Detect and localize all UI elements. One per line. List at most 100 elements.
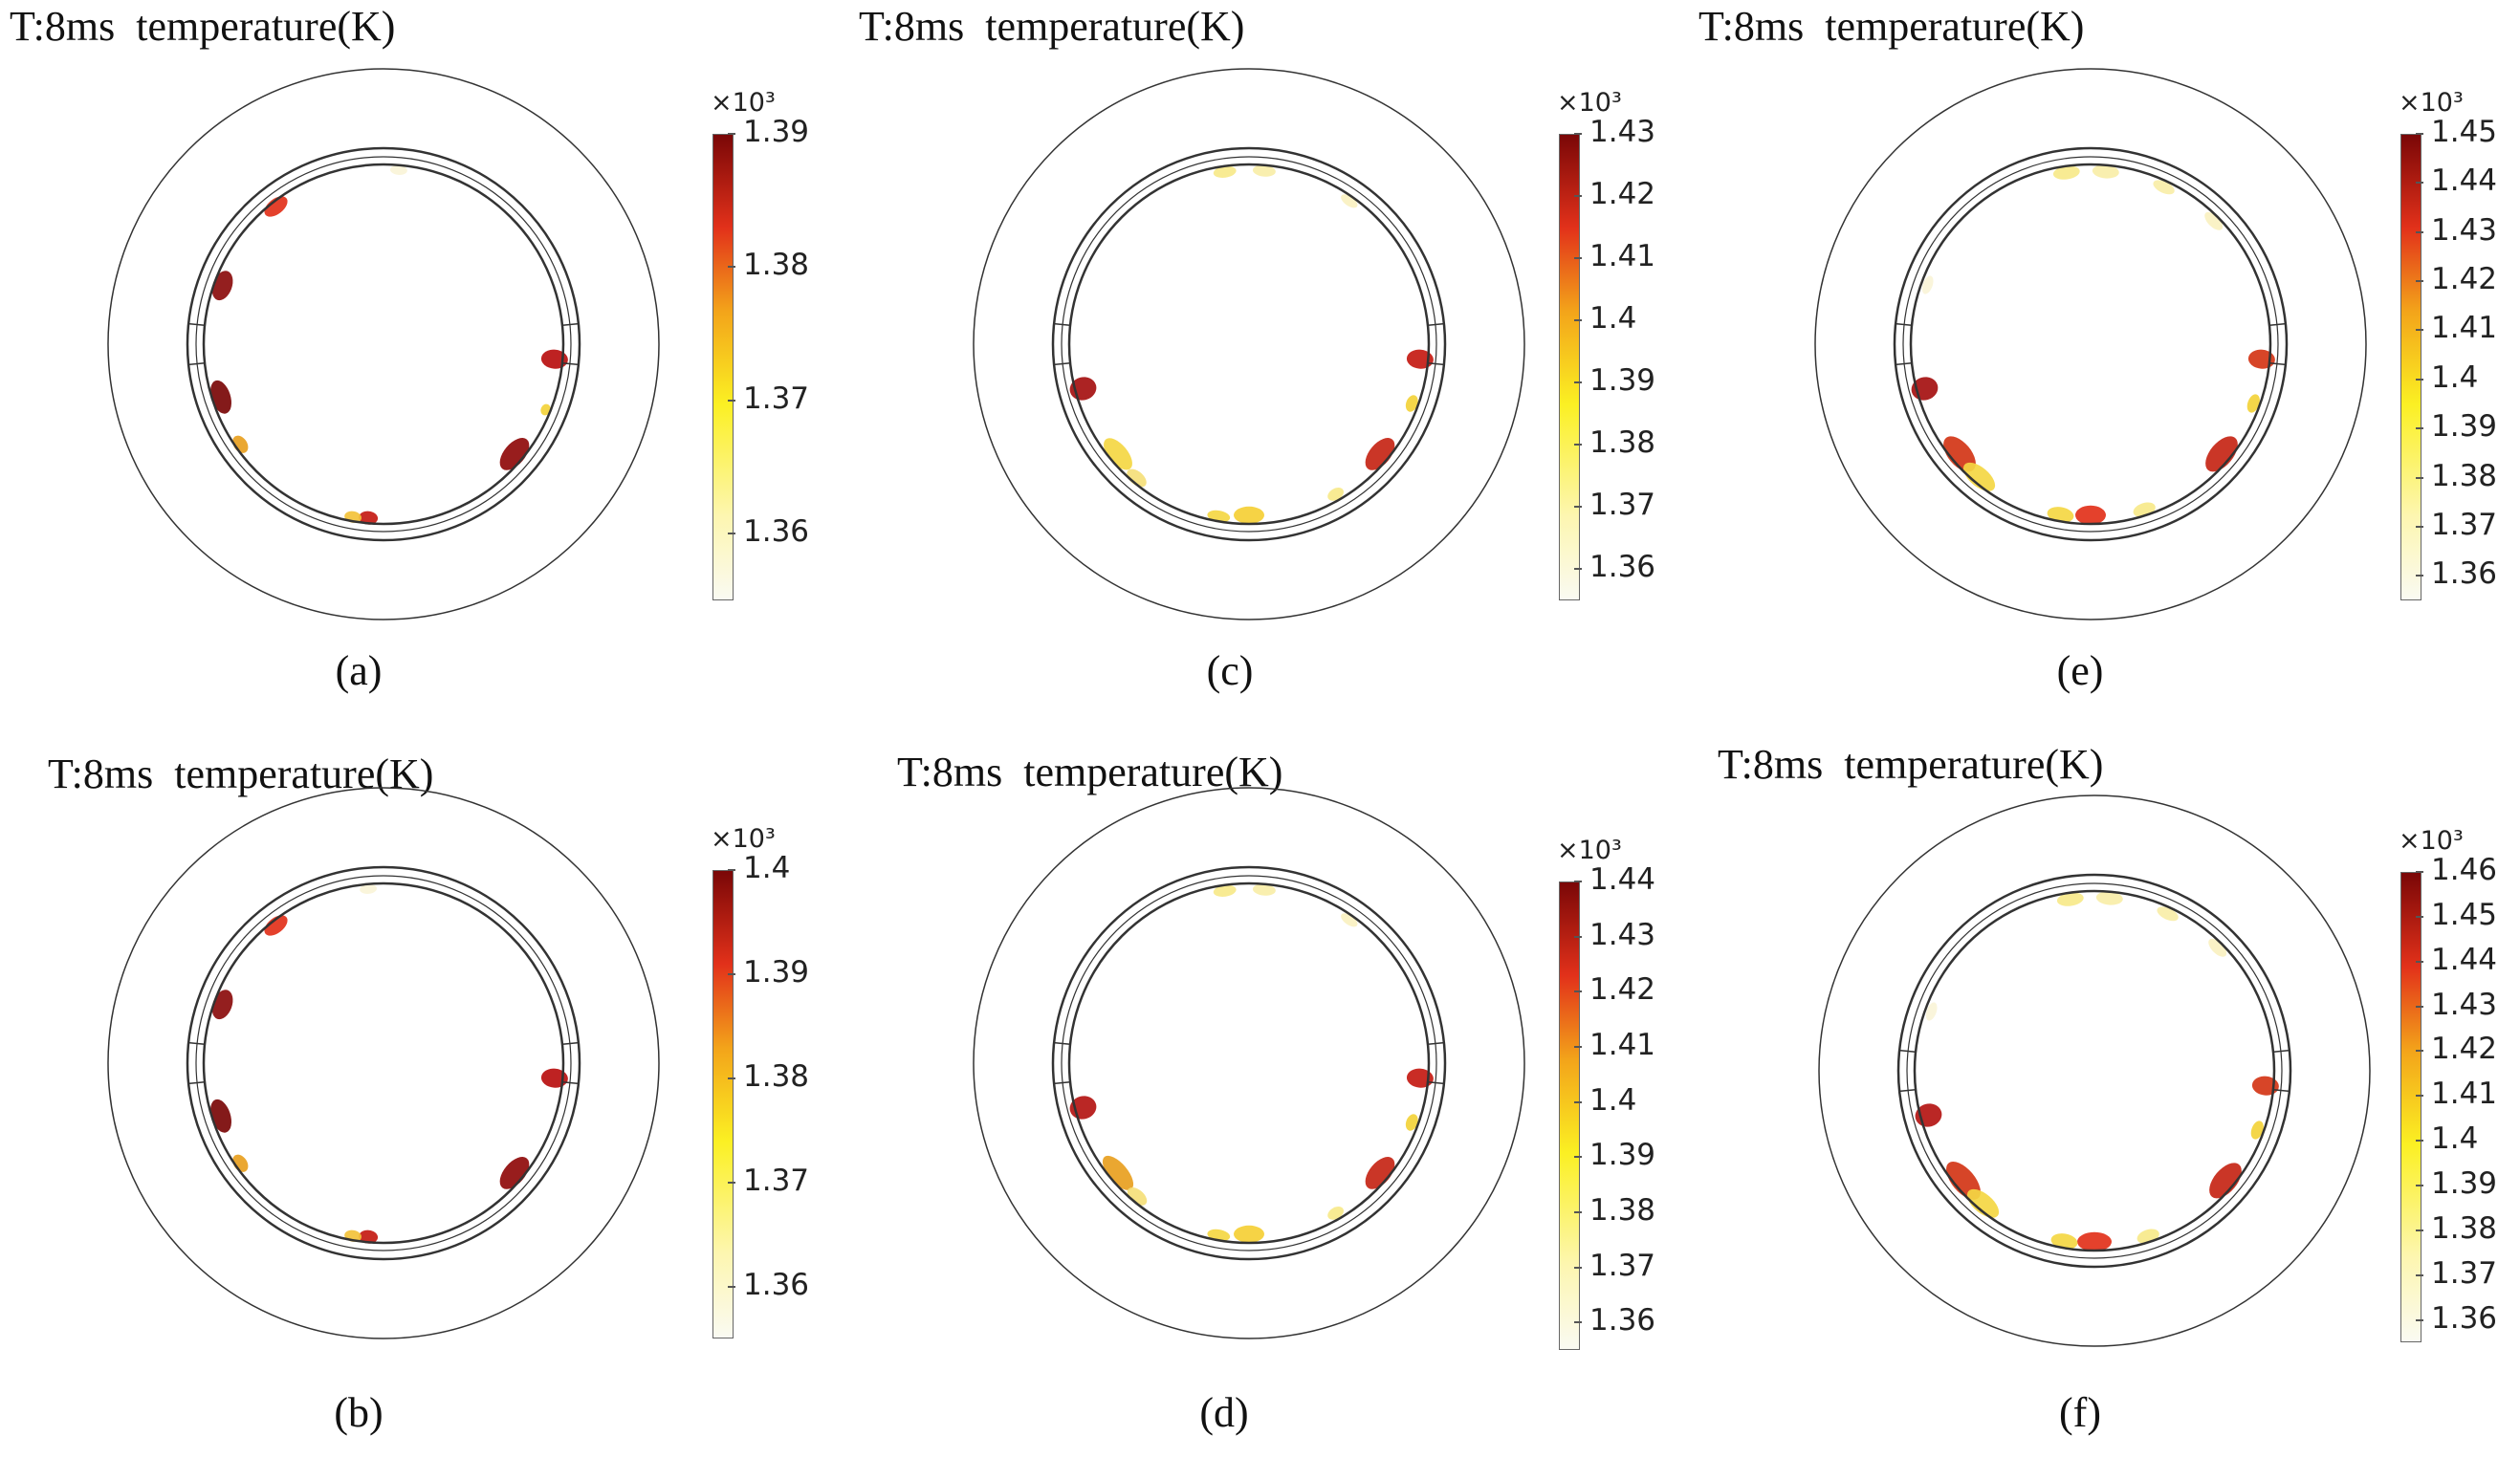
ring-outer-edge: [1051, 146, 1447, 542]
hot-spot: [1341, 194, 1358, 208]
colorbar-tick: [1574, 195, 1582, 198]
ring-segment-joint: [1054, 361, 1071, 366]
ring-segment-joint: [2272, 1049, 2290, 1054]
colorbar-multiplier: ×10³: [1557, 836, 1622, 865]
panel-c: T:8ms temperature(K) (c) ×10³ 1.43 1.42 1.4…: [840, 0, 1679, 729]
colorbar-tick-label: 1.44: [2431, 163, 2498, 199]
hot-spot: [2047, 507, 2074, 523]
colorbar-tick-label: 1.36: [1589, 1303, 1656, 1338]
hot-spot: [1405, 395, 1418, 412]
hot-spot: [1327, 488, 1344, 501]
colorbar-tick: [1574, 568, 1582, 571]
colorbar-tick: [2416, 133, 2423, 135]
colorbar-gradient: [1559, 881, 1580, 1350]
colorbar-tick: [1574, 133, 1582, 135]
ring-segment-joint: [188, 322, 206, 327]
colorbar-tick-label: 1.42: [2431, 262, 2498, 297]
colorbar-gradient: [2400, 134, 2421, 600]
hot-spot: [2247, 349, 2275, 369]
colorbar-tick: [1574, 319, 1582, 322]
panel-caption: (b): [334, 1389, 383, 1436]
hot-spot: [1213, 165, 1237, 178]
colorbar-tick-label: 1.37: [743, 381, 810, 416]
hot-spot: [2050, 1233, 2078, 1250]
ring-segment-joint: [1899, 1049, 1917, 1054]
ring-outer-edge: [1893, 146, 2289, 542]
colorbar-tick-label: 1.38: [1589, 1192, 1656, 1228]
colorbar-tick-label: 1.36: [743, 1267, 810, 1302]
colorbar-tick: [2416, 476, 2423, 479]
ring-inner-edge: [1909, 163, 2272, 526]
colorbar-tick: [728, 869, 735, 871]
colorbar-tick: [2416, 1229, 2423, 1231]
ring-inner-edge: [1913, 889, 2276, 1252]
ring-segment-joint: [1427, 361, 1444, 366]
ring-middle-edge: [195, 156, 572, 533]
outer-boundary: [973, 787, 1525, 1339]
colorbar-tick: [2416, 575, 2423, 577]
colorbar-tick: [2416, 1050, 2423, 1053]
colorbar-multiplier: ×10³: [711, 88, 776, 118]
ring-segment-joint: [1427, 322, 1444, 327]
ring-segment-joint: [561, 1080, 579, 1085]
hot-spot: [2075, 505, 2106, 525]
ring-contour-plot: [107, 68, 660, 620]
colorbar-tick-label: 1.36: [743, 514, 810, 550]
colorbar-tick: [1574, 1266, 1582, 1269]
ring-middle-edge: [1061, 156, 1437, 533]
colorbar-tick: [1574, 990, 1582, 993]
colorbar-tick: [728, 1285, 735, 1288]
hot-spot: [1127, 468, 1147, 488]
hot-spot: [1405, 1114, 1418, 1131]
panel-title: T:8ms temperature(K): [48, 751, 434, 797]
hot-spot: [2056, 892, 2084, 906]
colorbar-tick-label: 1.42: [2431, 1032, 2498, 1067]
colorbar-tick: [728, 266, 735, 269]
panel-d: T:8ms temperature(K) (d) ×10³ 1.44 1.43 1.4…: [840, 729, 1679, 1457]
ring-inner-edge: [1067, 881, 1431, 1245]
hot-spot: [1406, 349, 1434, 369]
hot-spot: [1252, 164, 1276, 177]
colorbar-tick: [2416, 280, 2423, 283]
colorbar-tick-label: 1.4: [1589, 301, 1637, 337]
colorbar-tick-label: 1.43: [1589, 917, 1656, 952]
colorbar-tick: [728, 533, 735, 535]
colorbar-tick: [2416, 182, 2423, 185]
colorbar-tick-label: 1.39: [2431, 409, 2498, 445]
ring-segment-joint: [188, 1080, 206, 1085]
colorbar-tick: [2416, 378, 2423, 381]
colorbar-tick-label: 1.38: [2431, 458, 2498, 493]
ring-segment-joint: [2268, 322, 2286, 327]
ring-contour-plot: [1818, 794, 2371, 1347]
hot-spot: [1213, 884, 1237, 897]
ring-segment-joint: [188, 361, 206, 366]
hot-spot: [499, 438, 530, 470]
ring-segment-joint: [561, 322, 579, 327]
colorbar-tick-label: 1.39: [743, 115, 810, 149]
panel-caption: (d): [1199, 1389, 1249, 1436]
hot-spot: [2092, 164, 2119, 179]
outer-boundary: [107, 787, 660, 1339]
colorbar-tick-label: 1.42: [1589, 177, 1656, 212]
hot-spot: [2209, 1163, 2242, 1199]
colorbar-tick-label: 1.39: [1589, 363, 1656, 399]
colorbar-tick-label: 1.39: [1589, 1138, 1656, 1173]
colorbar-gradient: [712, 134, 734, 600]
colorbar-tick: [2416, 525, 2423, 528]
ring-segment-joint: [1054, 322, 1071, 327]
hot-spot: [2208, 938, 2227, 957]
panel-caption: (f): [2059, 1389, 2101, 1436]
ring-segment-joint: [1054, 1080, 1071, 1085]
ring-segment-joint: [188, 1041, 206, 1046]
colorbar-tick: [728, 1181, 735, 1184]
hot-spot: [359, 1230, 379, 1244]
hot-spot: [2250, 1121, 2264, 1140]
ring-middle-edge: [1061, 875, 1437, 1251]
panel-caption: (e): [2056, 647, 2104, 694]
colorbar-tick: [1574, 1045, 1582, 1048]
ring-contour-plot: [1814, 68, 2367, 620]
colorbar-tick: [1574, 1156, 1582, 1159]
panel-title: T:8ms temperature(K): [10, 3, 396, 50]
hot-spot: [1234, 506, 1264, 524]
